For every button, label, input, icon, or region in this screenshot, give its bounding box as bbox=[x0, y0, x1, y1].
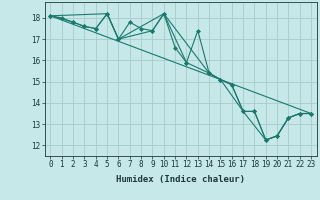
X-axis label: Humidex (Indice chaleur): Humidex (Indice chaleur) bbox=[116, 175, 245, 184]
